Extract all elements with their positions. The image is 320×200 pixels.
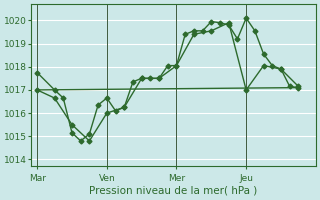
X-axis label: Pression niveau de la mer( hPa ): Pression niveau de la mer( hPa ) bbox=[90, 186, 258, 196]
